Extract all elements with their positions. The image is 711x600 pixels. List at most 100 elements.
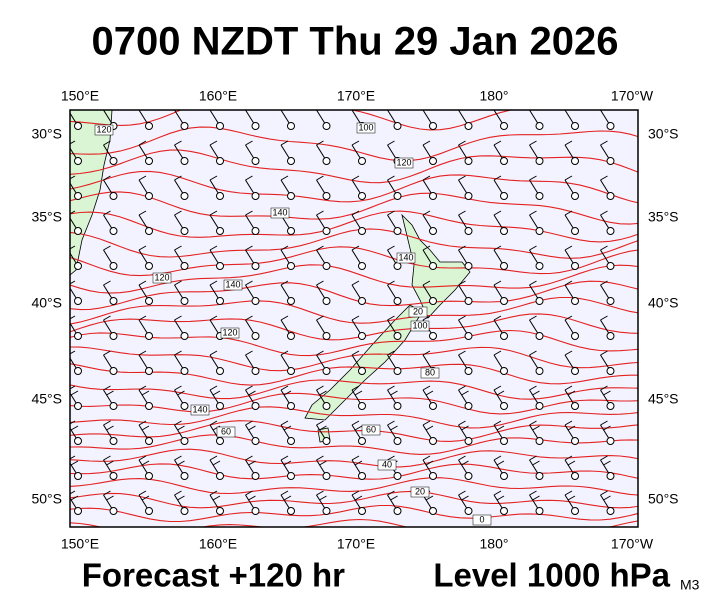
wind-barb xyxy=(458,175,473,200)
barb-flag xyxy=(564,210,573,216)
barb-flag xyxy=(425,425,434,431)
wind-barb xyxy=(458,245,473,270)
barb-flag xyxy=(316,455,324,461)
barb-station xyxy=(429,262,437,270)
barb-station xyxy=(464,192,473,200)
wind-barb xyxy=(138,350,153,375)
contour-label: 60 xyxy=(221,426,231,436)
barb-station xyxy=(322,262,331,270)
bottom-lon-label: 150°E xyxy=(61,536,99,552)
barb-station xyxy=(287,157,295,165)
wind-barb xyxy=(351,420,366,445)
wind-barb xyxy=(138,455,153,480)
barb-station xyxy=(464,332,473,340)
top-lon-label: 150°E xyxy=(61,88,99,104)
barb-flag xyxy=(177,390,185,396)
barb-station xyxy=(180,192,189,200)
barb-station xyxy=(464,402,473,410)
wind-barb xyxy=(245,175,260,200)
barb-flag xyxy=(103,490,111,496)
barb-station xyxy=(74,227,82,235)
isobar xyxy=(70,170,638,204)
barb-station xyxy=(287,332,295,340)
wind-barb xyxy=(387,210,402,235)
barb-flag xyxy=(564,385,573,391)
barb-flag xyxy=(280,315,289,321)
isobar xyxy=(70,228,638,259)
barb-flag xyxy=(141,390,150,396)
barb-flag xyxy=(496,495,505,501)
barb-flag xyxy=(422,210,431,216)
barb-station xyxy=(393,402,402,410)
barb-flag xyxy=(103,210,111,216)
barb-station xyxy=(358,192,366,200)
barb-flag xyxy=(319,495,327,501)
barb-station xyxy=(464,507,473,515)
barb-flag xyxy=(387,175,395,181)
wind-barb xyxy=(138,110,153,130)
barb-flag xyxy=(564,245,573,251)
barb-flag xyxy=(567,495,576,501)
barb-flag xyxy=(532,390,540,396)
barb-flag xyxy=(529,280,537,286)
barb-flag xyxy=(280,245,289,251)
barb-flag xyxy=(493,385,502,391)
wind-barb xyxy=(70,140,82,165)
barb-station xyxy=(145,227,153,235)
wind-barb xyxy=(103,245,118,270)
barb-flag xyxy=(461,390,469,396)
barb-flag xyxy=(496,390,505,396)
wind-barb xyxy=(351,140,366,165)
barb-station xyxy=(535,507,544,515)
barb-station xyxy=(287,192,295,200)
wind-barb xyxy=(458,280,473,305)
wind-barb xyxy=(103,350,118,375)
barb-station xyxy=(322,507,331,515)
barb-flag xyxy=(567,460,576,466)
barb-flag xyxy=(351,350,360,356)
barb-station xyxy=(429,437,437,445)
barb-station xyxy=(180,262,189,270)
barb-flag xyxy=(458,490,466,496)
contour-label-box xyxy=(408,306,428,318)
contour-label-box xyxy=(94,124,114,136)
wind-barb xyxy=(564,245,579,270)
isobar xyxy=(70,149,638,184)
barb-flag xyxy=(564,140,573,146)
barb-station xyxy=(500,332,508,340)
barb-station xyxy=(145,367,153,375)
contour-label-box xyxy=(420,367,440,379)
barb-flag xyxy=(245,385,253,391)
barb-station xyxy=(429,192,437,200)
top-lon-label: 170°W xyxy=(611,88,654,104)
wind-barb xyxy=(209,245,224,270)
barb-flag xyxy=(103,385,111,391)
barb-flag xyxy=(177,460,185,466)
barb-flag xyxy=(280,420,289,426)
left-lat-label: 40°S xyxy=(31,295,62,311)
right-lat-label: 30°S xyxy=(648,126,679,142)
barb-flag xyxy=(422,385,431,391)
contour-label: 20 xyxy=(413,306,423,316)
contour-label: 100 xyxy=(412,320,427,330)
barb-station xyxy=(145,297,153,305)
wind-barb xyxy=(70,280,82,305)
barb-station xyxy=(145,437,153,445)
barb-station xyxy=(500,157,508,165)
wind-barb xyxy=(280,455,295,480)
contour-label: 120 xyxy=(222,327,237,337)
wind-barb xyxy=(209,175,224,200)
barb-flag xyxy=(387,350,395,356)
barb-station xyxy=(429,227,437,235)
wind-barb xyxy=(564,110,579,130)
wind-barb xyxy=(316,455,331,480)
barb-flag xyxy=(174,350,182,356)
barb-flag xyxy=(245,490,253,496)
wind-barb xyxy=(493,280,508,305)
barb-station xyxy=(393,262,402,270)
barb-flag xyxy=(209,385,218,391)
wind-barb xyxy=(70,210,82,235)
contour-label: 100 xyxy=(358,122,373,132)
barb-flag xyxy=(209,455,218,461)
wind-barb xyxy=(280,490,295,515)
